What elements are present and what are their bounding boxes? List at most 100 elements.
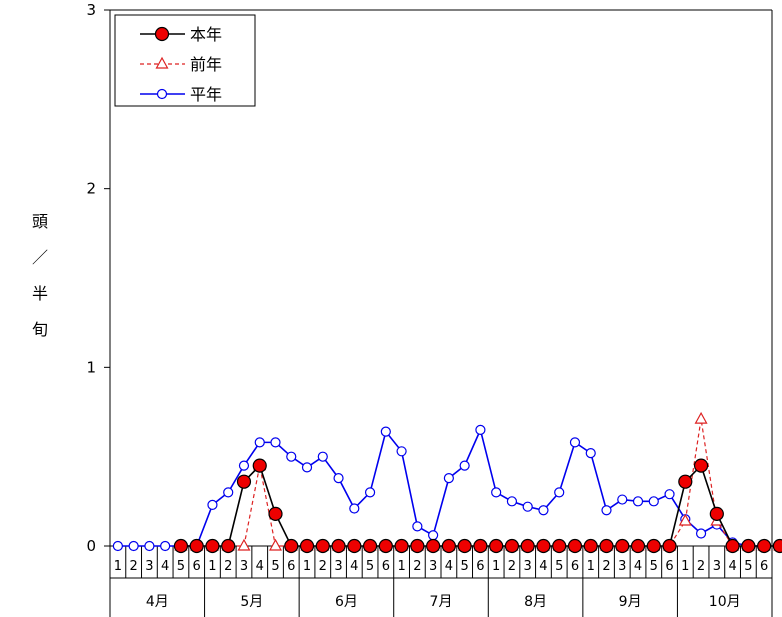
data-point (678, 474, 693, 489)
pentad-label: 5 (461, 559, 469, 574)
pentad-label: 3 (429, 559, 437, 574)
pentad-label: 3 (145, 559, 153, 574)
data-point (144, 540, 155, 552)
data-point (237, 538, 251, 551)
data-point (741, 538, 756, 554)
data-point (286, 451, 297, 462)
pentad-label: 3 (334, 559, 342, 574)
data-point (757, 538, 772, 554)
pentad-label: 2 (508, 559, 516, 574)
legend-marker (155, 56, 169, 69)
data-point (662, 538, 677, 554)
data-point (648, 496, 659, 507)
data-point (772, 538, 782, 554)
pentad-label: 3 (618, 559, 626, 574)
data-point (695, 528, 707, 539)
data-point (349, 503, 360, 514)
y-label-char: 旬 (32, 320, 48, 339)
y-label-char: 頭 (32, 212, 48, 231)
data-point (617, 494, 628, 505)
data-point (538, 505, 549, 516)
pentad-label: 2 (319, 559, 327, 574)
data-point (601, 505, 612, 516)
data-point (221, 538, 236, 554)
data-point (693, 458, 709, 473)
data-point (128, 540, 139, 552)
data-point (632, 496, 644, 507)
legend-label: 前年 (190, 55, 222, 74)
pentad-label: 1 (397, 559, 405, 574)
data-point (254, 437, 265, 448)
data-point (491, 487, 502, 498)
data-point (236, 474, 252, 489)
data-point (331, 538, 346, 554)
data-point (268, 538, 283, 551)
legend-marker (156, 88, 168, 100)
pentad-label: 5 (650, 559, 658, 574)
y-tick-label: 2 (86, 180, 96, 198)
data-point (380, 426, 391, 437)
data-point (299, 538, 315, 554)
pentad-label: 2 (413, 559, 421, 574)
data-point (457, 538, 472, 554)
pentad-label: 3 (524, 559, 532, 574)
y-label-char: 半 (32, 284, 48, 303)
data-point (536, 538, 551, 554)
data-point (301, 462, 313, 473)
data-point (252, 458, 267, 473)
data-point (396, 446, 407, 457)
data-point (585, 447, 596, 459)
data-point (506, 496, 518, 507)
pentad-label: 6 (665, 559, 673, 574)
data-point (473, 538, 488, 554)
pentad-label: 6 (287, 559, 295, 574)
month-label: 6月 (335, 594, 358, 610)
month-label: 7月 (430, 594, 453, 610)
month-label: 8月 (524, 594, 547, 610)
pentad-label: 4 (256, 559, 264, 574)
data-point (412, 521, 423, 532)
pentad-label: 6 (193, 559, 201, 574)
data-point (160, 540, 171, 552)
pentad-label: 2 (130, 559, 138, 574)
pentad-label: 1 (208, 559, 216, 574)
data-point (630, 538, 646, 554)
data-point (112, 540, 123, 552)
pentad-label: 4 (634, 559, 642, 574)
data-point (410, 538, 425, 554)
data-point (694, 411, 708, 424)
month-label: 9月 (619, 594, 642, 610)
data-point (205, 538, 220, 554)
data-point (173, 538, 189, 554)
data-point (615, 538, 630, 554)
series-line-2 (117, 427, 765, 547)
data-point (317, 451, 328, 462)
pentad-label: 1 (681, 559, 689, 574)
data-point (725, 538, 740, 554)
y-axis-label: 頭 ／ 半旬 (32, 212, 48, 339)
pentad-label: 2 (602, 559, 610, 574)
pentad-label: 5 (177, 559, 185, 574)
pentad-label: 3 (240, 559, 248, 574)
legend-label: 本年 (190, 25, 222, 44)
data-point (189, 538, 204, 554)
pentad-label: 1 (114, 559, 122, 574)
data-point (315, 538, 330, 554)
pentad-label: 1 (492, 559, 500, 574)
data-point (443, 473, 454, 484)
y-tick-label: 1 (86, 358, 96, 376)
data-point (207, 499, 218, 511)
data-point (333, 473, 344, 484)
data-point (347, 538, 362, 554)
data-point (583, 538, 598, 554)
y-tick-label: 3 (86, 1, 96, 19)
data-point (554, 487, 565, 498)
data-point (475, 424, 486, 435)
y-axis: 0 1 2 3 (86, 1, 110, 555)
data-point (567, 538, 583, 554)
pentad-label: 6 (382, 559, 390, 574)
pentad-label: 2 (697, 559, 705, 574)
pentad-label: 4 (728, 559, 736, 574)
